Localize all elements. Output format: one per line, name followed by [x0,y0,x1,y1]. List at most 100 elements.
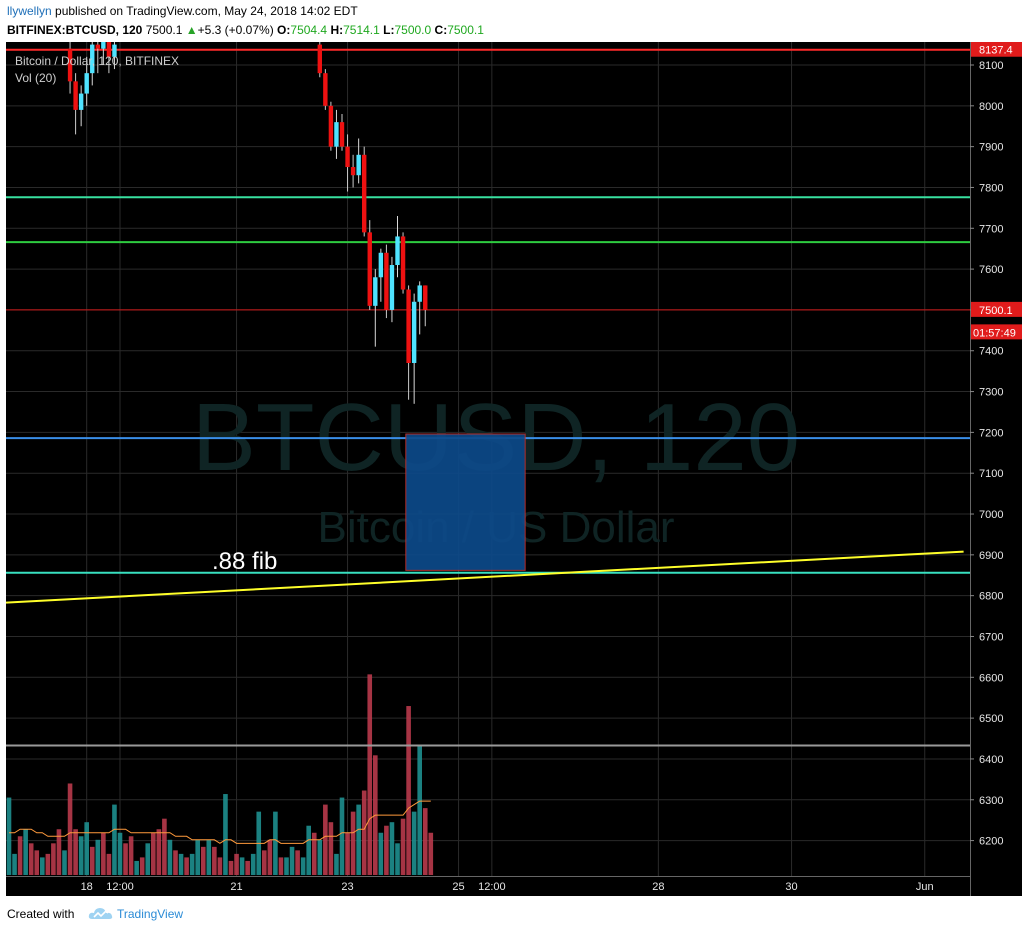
volume-bar [250,853,256,875]
candle-body [378,252,384,278]
volume-bar [328,822,334,875]
y-tick-label: 6900 [979,550,1003,562]
candle-body [400,236,406,290]
volume-bar [184,857,189,875]
tradingview-cloud-icon[interactable] [88,905,114,921]
candle-body [389,265,395,310]
tradingview-link[interactable]: TradingView [117,907,184,921]
volume-bar [406,706,411,875]
x-tick-label: 30 [785,881,797,893]
publish-header: llywellyn published on TradingView.com, … [0,0,1024,42]
legend-title: Bitcoin / Dollar, 120, BITFINEX [15,54,179,68]
symbol-label: BITFINEX:BTCUSD, 120 [7,23,143,37]
y-tick-label: 6400 [979,754,1003,766]
volume-bar [389,822,395,875]
y-tick-label: 7000 [979,509,1003,521]
legend-volume: Vol (20) [15,71,56,85]
volume-bar [228,860,234,875]
volume-bar [67,783,73,875]
close-label: C: [434,23,448,37]
volume-bar [212,846,217,875]
volume-bar [400,818,406,875]
volume-bar [295,850,300,875]
y-tick-label: 6800 [979,591,1003,603]
volume-bar [6,797,12,875]
volume-bar [173,850,178,875]
candle-body [317,44,322,74]
publish-info: llywellyn published on TradingView.com, … [7,4,358,18]
candle-body [350,167,356,176]
volume-bar [134,860,139,875]
volume-bar [300,857,306,875]
volume-bar [311,832,317,875]
volume-bar [317,839,323,875]
candle-body [423,285,428,310]
volume-bar [378,832,384,875]
volume-bar [273,811,278,875]
price-label-bg [971,301,1022,317]
symbol-info: BITFINEX:BTCUSD, 120 7500.1 ▲+5.3 (+0.07… [7,23,484,37]
y-tick-label: 6300 [979,795,1003,807]
y-tick-label: 6200 [979,836,1003,848]
y-tick-label: 6600 [979,672,1003,684]
volume-bar [206,839,212,875]
volume-bar [356,804,361,875]
y-tick-label: 6700 [979,631,1003,643]
volume-bar [350,811,356,875]
candle-body [323,73,328,106]
volume-bar [178,853,184,875]
candle-body [328,105,334,147]
volume-bar [428,832,434,875]
volume-bar [289,846,295,875]
x-tick-label: 18 [81,881,93,893]
y-tick-label: 7200 [979,427,1003,439]
volume-bar [422,808,428,875]
y-tick-label: 7400 [979,346,1003,358]
volume-bar [334,853,339,875]
fib-annotation: .88 fib [212,548,277,575]
low-label: L: [383,23,395,37]
volume-bar [112,804,117,875]
candle-body [367,232,372,306]
y-tick-label: 7900 [979,142,1003,154]
candle-body [411,301,417,363]
volume-bar [145,843,151,875]
candle-body [373,277,378,306]
x-tick-label: Jun [916,881,934,893]
volume-bar [162,818,167,875]
volume-bar [278,857,284,875]
volume-bar [345,832,350,875]
volume-bar [411,811,417,875]
volume-bar [45,853,51,875]
volume-bar [101,832,106,875]
candle-body [84,73,89,94]
published-text: published on TradingView.com, May 24, 20… [51,4,358,18]
up-arrow-icon: ▲ [185,23,198,37]
volume-bar [28,843,34,875]
y-tick-label: 6500 [979,713,1003,725]
price-axis-background [970,42,1022,896]
volume-bar [323,804,328,875]
target-box [405,433,526,571]
volume-bar [62,850,67,875]
volume-bar [361,790,367,875]
volume-bar [123,843,128,875]
candle-body [73,81,78,110]
x-tick-label: 25 [452,881,464,893]
author-link[interactable]: llywellyn [7,4,52,18]
volume-bar [106,853,112,875]
candle-body [406,289,411,363]
close-value: 7500.1 [447,23,484,37]
candle-body [356,154,361,176]
high-label: H: [330,23,344,37]
open-label: O: [277,23,291,37]
y-tick-label: 7300 [979,387,1003,399]
candle-body [106,42,112,57]
y-tick-label: 7600 [979,264,1003,276]
volume-bar [40,857,45,875]
volume-bar [367,674,373,875]
last-price: 7500.1 [145,23,183,37]
volume-bar [234,853,239,875]
x-tick-label: 23 [341,881,353,893]
